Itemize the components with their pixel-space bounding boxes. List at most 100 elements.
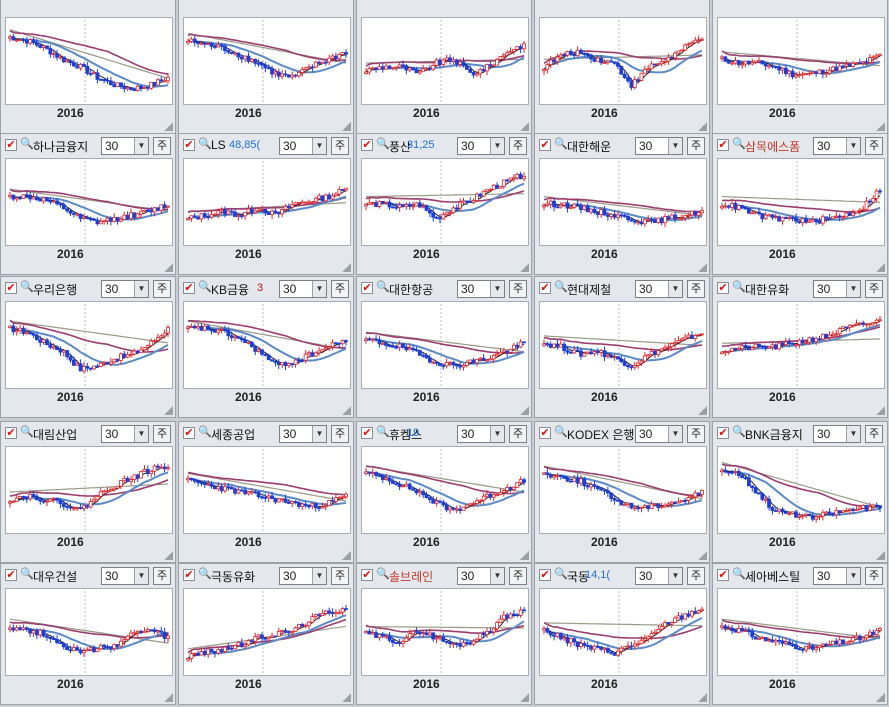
- resize-grip-icon[interactable]: [876, 693, 885, 702]
- resize-grip-icon[interactable]: [520, 693, 529, 702]
- period-select[interactable]: 30 ▼: [813, 425, 861, 443]
- chevron-down-icon[interactable]: ▼: [134, 138, 148, 154]
- resize-grip-icon[interactable]: [698, 406, 707, 415]
- interval-button[interactable]: 주: [331, 567, 349, 585]
- chart-plot-area[interactable]: [539, 158, 707, 246]
- chart-plot-area[interactable]: [539, 446, 707, 534]
- chart-plot-area[interactable]: [5, 158, 173, 246]
- stock-name[interactable]: 대림산업: [33, 428, 78, 442]
- chart-plot-area[interactable]: [183, 588, 351, 676]
- resize-grip-icon[interactable]: [342, 263, 351, 272]
- search-icon[interactable]: 🔍: [732, 138, 746, 150]
- interval-button[interactable]: 주: [687, 137, 705, 155]
- chart-plot-area[interactable]: [361, 158, 529, 246]
- resize-grip-icon[interactable]: [698, 263, 707, 272]
- resize-grip-icon[interactable]: [164, 406, 173, 415]
- resize-grip-icon[interactable]: [698, 122, 707, 131]
- resize-grip-icon[interactable]: [342, 406, 351, 415]
- chart-toggle-checkbox[interactable]: ✔: [361, 427, 373, 439]
- chevron-down-icon[interactable]: ▼: [490, 281, 504, 297]
- resize-grip-icon[interactable]: [520, 551, 529, 560]
- stock-name[interactable]: 휴켐스: [389, 428, 423, 442]
- period-select[interactable]: 30 ▼: [635, 137, 683, 155]
- interval-button[interactable]: 주: [865, 280, 883, 298]
- period-select[interactable]: 30 ▼: [279, 280, 327, 298]
- chart-plot-area[interactable]: [539, 301, 707, 389]
- chart-plot-area[interactable]: [361, 17, 529, 105]
- stock-name[interactable]: 국동: [567, 570, 590, 584]
- stock-name[interactable]: 하나금융지: [33, 140, 89, 154]
- stock-name[interactable]: LS: [211, 138, 226, 152]
- interval-button[interactable]: 주: [153, 425, 171, 443]
- search-icon[interactable]: 🔍: [198, 568, 212, 580]
- chart-toggle-checkbox[interactable]: ✔: [183, 282, 195, 294]
- chevron-down-icon[interactable]: ▼: [846, 426, 860, 442]
- resize-grip-icon[interactable]: [164, 693, 173, 702]
- period-select[interactable]: 30 ▼: [635, 280, 683, 298]
- stock-name[interactable]: 삼목에스폼: [745, 140, 801, 154]
- stock-name[interactable]: 우리은행: [33, 283, 78, 297]
- interval-button[interactable]: 주: [509, 425, 527, 443]
- chart-plot-area[interactable]: [183, 17, 351, 105]
- resize-grip-icon[interactable]: [520, 122, 529, 131]
- period-select[interactable]: 30 ▼: [813, 280, 861, 298]
- search-icon[interactable]: 🔍: [198, 138, 212, 150]
- interval-button[interactable]: 주: [509, 567, 527, 585]
- resize-grip-icon[interactable]: [876, 263, 885, 272]
- interval-button[interactable]: 주: [865, 137, 883, 155]
- stock-name[interactable]: 세종공업: [211, 428, 256, 442]
- stock-name[interactable]: 현대제철: [567, 283, 612, 297]
- interval-button[interactable]: 주: [865, 567, 883, 585]
- chart-toggle-checkbox[interactable]: ✔: [183, 139, 195, 151]
- chevron-down-icon[interactable]: ▼: [312, 568, 326, 584]
- chart-plot-area[interactable]: [717, 588, 885, 676]
- chart-toggle-checkbox[interactable]: ✔: [717, 427, 729, 439]
- stock-name[interactable]: 세아베스틸: [745, 570, 801, 584]
- search-icon[interactable]: 🔍: [198, 281, 212, 293]
- chevron-down-icon[interactable]: ▼: [490, 426, 504, 442]
- chart-toggle-checkbox[interactable]: ✔: [717, 282, 729, 294]
- stock-name[interactable]: BNK금융지: [745, 428, 803, 442]
- stock-name[interactable]: 풍산: [389, 140, 412, 154]
- chart-toggle-checkbox[interactable]: ✔: [361, 139, 373, 151]
- resize-grip-icon[interactable]: [876, 406, 885, 415]
- period-select[interactable]: 30 ▼: [457, 567, 505, 585]
- interval-button[interactable]: 주: [331, 280, 349, 298]
- chart-plot-area[interactable]: [717, 158, 885, 246]
- chevron-down-icon[interactable]: ▼: [490, 138, 504, 154]
- period-select[interactable]: 30 ▼: [457, 425, 505, 443]
- search-icon[interactable]: 🔍: [732, 281, 746, 293]
- search-icon[interactable]: 🔍: [376, 426, 390, 438]
- chart-plot-area[interactable]: [361, 301, 529, 389]
- chevron-down-icon[interactable]: ▼: [668, 281, 682, 297]
- interval-button[interactable]: 주: [865, 425, 883, 443]
- period-select[interactable]: 30 ▼: [457, 280, 505, 298]
- stock-name[interactable]: KODEX 은행: [567, 428, 635, 442]
- chart-toggle-checkbox[interactable]: ✔: [361, 282, 373, 294]
- resize-grip-icon[interactable]: [164, 122, 173, 131]
- interval-button[interactable]: 주: [153, 567, 171, 585]
- interval-button[interactable]: 주: [509, 280, 527, 298]
- interval-button[interactable]: 주: [509, 137, 527, 155]
- chart-plot-area[interactable]: [5, 588, 173, 676]
- resize-grip-icon[interactable]: [520, 406, 529, 415]
- search-icon[interactable]: 🔍: [20, 138, 34, 150]
- search-icon[interactable]: 🔍: [554, 426, 568, 438]
- chevron-down-icon[interactable]: ▼: [490, 568, 504, 584]
- search-icon[interactable]: 🔍: [554, 281, 568, 293]
- chevron-down-icon[interactable]: ▼: [312, 281, 326, 297]
- chart-toggle-checkbox[interactable]: ✔: [5, 139, 17, 151]
- resize-grip-icon[interactable]: [342, 551, 351, 560]
- search-icon[interactable]: 🔍: [198, 426, 212, 438]
- period-select[interactable]: 30 ▼: [101, 280, 149, 298]
- chart-plot-area[interactable]: [5, 446, 173, 534]
- period-select[interactable]: 30 ▼: [635, 425, 683, 443]
- interval-button[interactable]: 주: [687, 280, 705, 298]
- chevron-down-icon[interactable]: ▼: [668, 568, 682, 584]
- period-select[interactable]: 30 ▼: [813, 567, 861, 585]
- chart-plot-area[interactable]: [361, 446, 529, 534]
- resize-grip-icon[interactable]: [342, 693, 351, 702]
- search-icon[interactable]: 🔍: [20, 426, 34, 438]
- chart-toggle-checkbox[interactable]: ✔: [5, 282, 17, 294]
- chevron-down-icon[interactable]: ▼: [134, 568, 148, 584]
